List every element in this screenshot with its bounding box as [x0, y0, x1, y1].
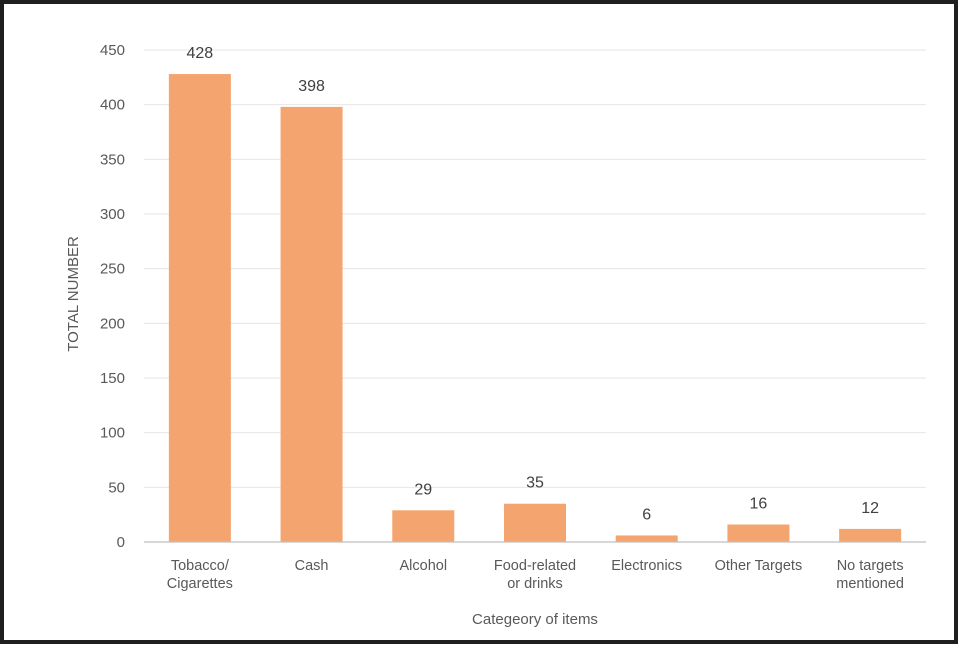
data-label: 6 — [642, 506, 651, 523]
x-tick-label: Electronics — [611, 558, 682, 574]
y-tick-label: 200 — [100, 315, 125, 332]
x-tick-label: Tobacco/Cigarettes — [167, 558, 233, 592]
bar — [392, 510, 455, 542]
x-axis-ticks: Tobacco/Cigarettes Cash Alcohol Food-relate… — [167, 558, 904, 592]
data-label: 428 — [187, 45, 214, 62]
data-label: 35 — [526, 475, 544, 492]
x-tick-label: Other Targets — [715, 558, 803, 574]
data-label: 16 — [750, 496, 768, 513]
x-tick-label: Cash — [295, 558, 329, 574]
y-axis-title: TOTAL NUMBER — [65, 236, 82, 352]
x-tick-label: No targets mentioned — [836, 558, 904, 592]
y-tick-label: 450 — [100, 42, 125, 59]
bar-chart: 0 50 100 150 200 250 300 350 400 450 428 398 29 35 6 1… — [65, 42, 926, 628]
data-labels: 428 398 29 35 6 16 12 — [187, 45, 880, 523]
bar — [839, 528, 902, 542]
data-label: 29 — [414, 481, 432, 498]
bar — [727, 524, 790, 542]
y-axis-ticks: 0 50 100 150 200 250 300 350 400 450 — [100, 42, 125, 551]
x-tick-label: Food-related or drinks — [494, 558, 576, 592]
y-tick-label: 150 — [100, 370, 125, 387]
x-axis-title: Categeory of items — [472, 611, 598, 628]
y-tick-label: 250 — [100, 261, 125, 278]
bar — [615, 535, 678, 542]
y-tick-label: 400 — [100, 97, 125, 114]
x-tick-label: Alcohol — [400, 558, 448, 574]
bar — [168, 74, 231, 542]
bars — [168, 74, 902, 542]
gridlines — [144, 49, 926, 488]
bar — [504, 503, 566, 542]
data-label: 12 — [861, 500, 879, 517]
data-label: 398 — [298, 78, 325, 95]
y-tick-label: 100 — [100, 425, 125, 442]
y-tick-label: 350 — [100, 151, 125, 168]
y-tick-label: 50 — [108, 479, 125, 496]
bar — [280, 106, 343, 542]
y-tick-label: 0 — [117, 534, 125, 551]
y-tick-label: 300 — [100, 206, 125, 223]
